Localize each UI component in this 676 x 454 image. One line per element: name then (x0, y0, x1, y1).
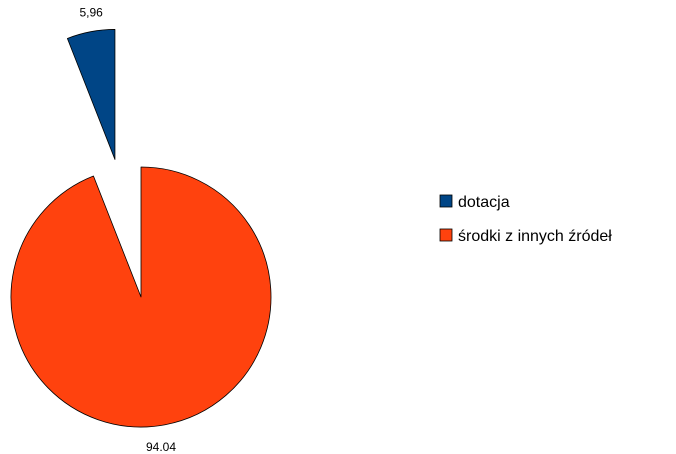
legend: dotacja środki z innych źródeł (439, 194, 612, 245)
pie-slices (10, 29, 272, 428)
data-label-srodki-z-innych-zrodel: 94.04 (146, 440, 176, 454)
pie-slice-dotacja (66, 29, 116, 160)
legend-swatch-dotacja (439, 194, 453, 208)
legend-label-dotacja: dotacja (458, 194, 510, 211)
legend-label-srodki-z-innych-zrodel: środki z innych źródeł (458, 228, 612, 245)
data-labels: 5,96 94.04 (79, 5, 176, 454)
data-label-dotacja: 5,96 (79, 5, 103, 19)
legend-swatch-srodki-z-innych-zrodel (439, 228, 453, 242)
pie-slice-srodki-z-innych-zrodel (10, 166, 272, 428)
